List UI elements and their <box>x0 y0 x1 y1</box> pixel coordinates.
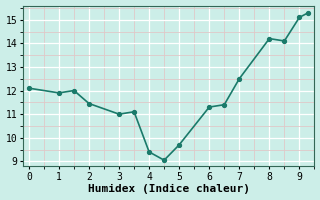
X-axis label: Humidex (Indice chaleur): Humidex (Indice chaleur) <box>88 184 250 194</box>
